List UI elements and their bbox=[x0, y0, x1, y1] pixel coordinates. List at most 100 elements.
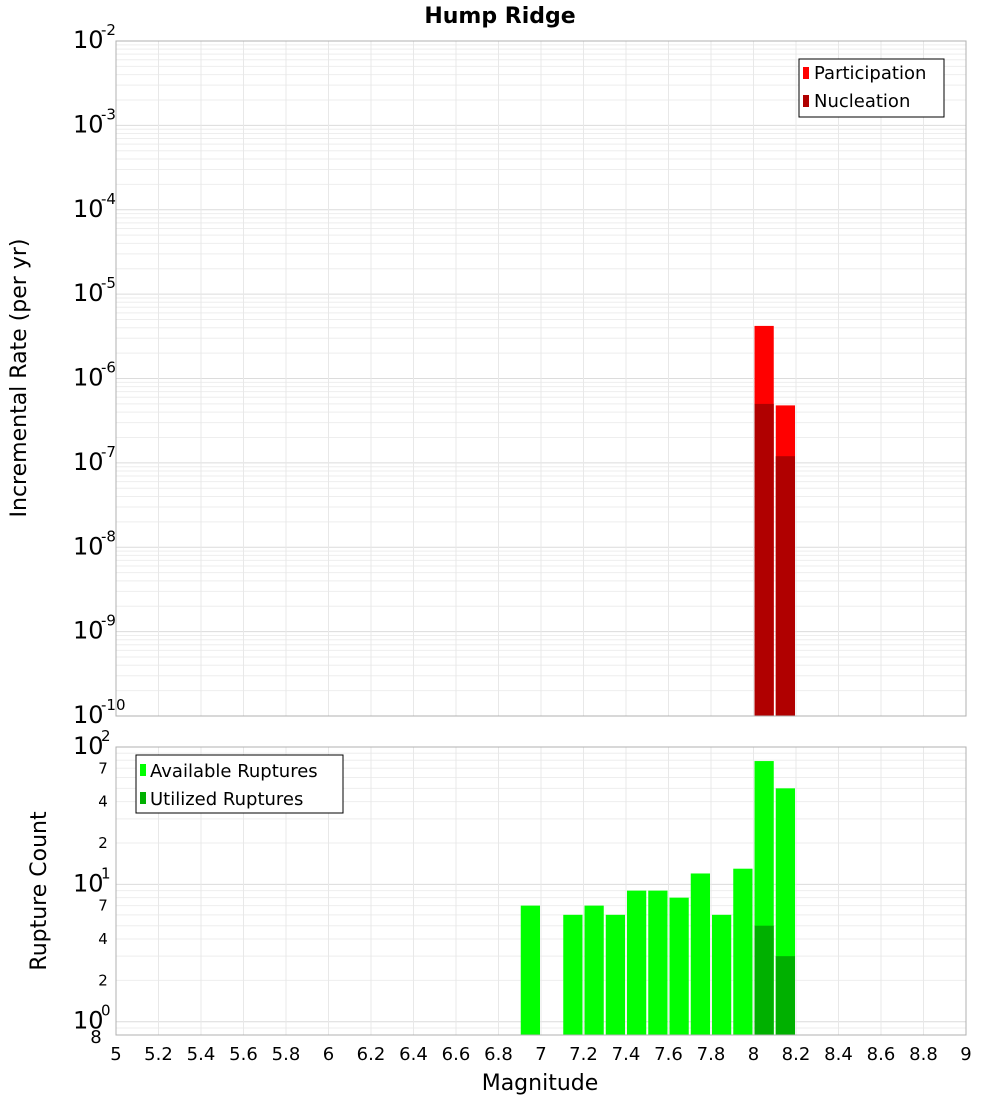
participation-legend-label: Participation bbox=[814, 63, 926, 84]
x-tick-label: 5 bbox=[110, 1044, 121, 1065]
x-tick-label: 6.6 bbox=[442, 1044, 471, 1065]
bottom-bars bbox=[520, 761, 795, 1035]
bottom-y-tick: 100 bbox=[73, 1002, 111, 1035]
x-tick-label: 8.4 bbox=[824, 1044, 853, 1065]
top-legend-box bbox=[798, 58, 945, 118]
top-y-tick: 10-5 bbox=[73, 274, 116, 307]
top-grid bbox=[116, 41, 966, 717]
utilized-legend-label: Utilized Ruptures bbox=[150, 789, 303, 810]
bottom-y-tick-base: 10 bbox=[73, 1007, 104, 1035]
top-y-tick-base: 10 bbox=[73, 195, 104, 223]
available-ruptures-bar bbox=[627, 890, 647, 1035]
top-y-tick-exponent: -4 bbox=[101, 190, 116, 208]
available-legend-label: Available Ruptures bbox=[150, 761, 318, 782]
top-y-tick-base: 10 bbox=[73, 701, 104, 729]
top-y-tick: 10-6 bbox=[73, 359, 116, 392]
x-tick-label: 8 bbox=[748, 1044, 759, 1065]
bottom-y-tick: 102 bbox=[73, 727, 111, 760]
x-ticks: 5 5.2 5.4 5.6 5.8 6 6.2 6.4 6.6 6.8 7 7.2 7.4 7.6 7.8 8… bbox=[110, 1044, 971, 1065]
bottom-y-tick-exponent: 2 bbox=[101, 727, 111, 745]
x-tick-label: 7.8 bbox=[697, 1044, 726, 1065]
top-y-tick-base: 10 bbox=[73, 448, 104, 476]
available-ruptures-bar bbox=[563, 914, 583, 1035]
top-y-tick-exponent: -9 bbox=[101, 612, 116, 630]
x-tick-label: 5.4 bbox=[187, 1044, 216, 1065]
top-y-tick: 10-10 bbox=[73, 696, 126, 729]
x-tick-label: 8.2 bbox=[782, 1044, 811, 1065]
available-ruptures-bar bbox=[520, 905, 540, 1035]
top-y-tick-exponent: -5 bbox=[101, 274, 116, 292]
bottom-y-tick-exponent: 1 bbox=[101, 864, 111, 882]
top-y-tick-base: 10 bbox=[73, 279, 104, 307]
participation-legend-swatch bbox=[803, 67, 809, 79]
nucleation-bar bbox=[775, 456, 795, 716]
top-y-tick-base: 10 bbox=[73, 110, 104, 138]
utilized-ruptures-bar bbox=[775, 956, 795, 1035]
x-tick-label: 8.8 bbox=[909, 1044, 938, 1065]
utilized-ruptures-bar bbox=[754, 925, 774, 1035]
x-tick-label: 7 bbox=[535, 1044, 546, 1065]
top-y-tick-base: 10 bbox=[73, 617, 104, 645]
bottom-y-minor-tick: 4 bbox=[98, 930, 108, 948]
x-tick-label: 8.6 bbox=[867, 1044, 896, 1065]
top-y-tick: 10-3 bbox=[73, 105, 116, 138]
bottom-y-minor-tick: 2 bbox=[98, 971, 108, 989]
bottom-y-tick-base: 10 bbox=[73, 869, 104, 897]
available-ruptures-bar bbox=[648, 890, 668, 1035]
top-y-tick-base: 10 bbox=[73, 364, 104, 392]
top-y-tick-exponent: -8 bbox=[101, 527, 116, 545]
top-y-tick-exponent: -3 bbox=[101, 105, 116, 123]
top-y-tick-exponent: -10 bbox=[101, 696, 126, 714]
top-bars bbox=[754, 325, 795, 716]
utilized-legend-swatch bbox=[140, 792, 146, 804]
x-tick-label: 5.8 bbox=[272, 1044, 301, 1065]
top-y-tick: 10-8 bbox=[73, 527, 116, 560]
x-tick-label: 7.2 bbox=[569, 1044, 598, 1065]
available-ruptures-bar bbox=[712, 914, 732, 1035]
top-y-tick: 10-9 bbox=[73, 612, 116, 645]
x-tick-label: 6.8 bbox=[484, 1044, 513, 1065]
x-tick-label: 6.4 bbox=[399, 1044, 428, 1065]
bottom-legend-box bbox=[135, 754, 344, 814]
bottom-y-tick: 101 bbox=[73, 864, 111, 897]
top-y-tick: 10-4 bbox=[73, 190, 116, 223]
bottom-y-tick-base: 10 bbox=[73, 732, 104, 760]
top-y-tick-base: 10 bbox=[73, 532, 104, 560]
nucleation-bar bbox=[754, 403, 774, 716]
top-legend: Participation Nucleation bbox=[798, 58, 945, 118]
available-ruptures-bar bbox=[733, 868, 753, 1035]
top-y-tick-exponent: -2 bbox=[101, 21, 116, 39]
bottom-y-minor-tick: 4 bbox=[98, 793, 108, 811]
available-ruptures-bar bbox=[605, 914, 625, 1035]
x-tick-label: 9 bbox=[960, 1044, 971, 1065]
top-y-tick-base: 10 bbox=[73, 26, 104, 54]
chart-title: Hump Ridge bbox=[424, 4, 575, 29]
bottom-y-tick-exponent: 0 bbox=[101, 1002, 111, 1020]
x-tick-label: 6 bbox=[323, 1044, 334, 1065]
x-axis-label: Magnitude bbox=[482, 1071, 599, 1096]
bottom-y-minor-tick: 8 bbox=[90, 1027, 101, 1048]
x-tick-label: 5.2 bbox=[144, 1044, 173, 1065]
top-y-axis-label: Incremental Rate (per yr) bbox=[7, 239, 32, 518]
top-y-tick: 10-2 bbox=[73, 21, 116, 54]
x-tick-label: 6.2 bbox=[357, 1044, 386, 1065]
top-y-tick: 10-7 bbox=[73, 443, 116, 476]
available-ruptures-bar bbox=[584, 905, 604, 1035]
top-plot-border bbox=[115, 40, 967, 717]
x-tick-label: 7.6 bbox=[654, 1044, 683, 1065]
bottom-y-axis-label: Rupture Count bbox=[27, 811, 52, 971]
bottom-legend: Available Ruptures Utilized Ruptures bbox=[135, 754, 344, 814]
available-ruptures-bar bbox=[690, 873, 710, 1035]
nucleation-legend-label: Nucleation bbox=[814, 91, 910, 112]
top-y-tick-exponent: -7 bbox=[101, 443, 116, 461]
top-y-tick-exponent: -6 bbox=[101, 359, 116, 377]
available-ruptures-bar bbox=[669, 897, 689, 1035]
bottom-y-minor-tick: 7 bbox=[98, 759, 108, 777]
available-legend-swatch bbox=[140, 764, 146, 776]
x-tick-label: 7.4 bbox=[612, 1044, 641, 1065]
x-tick-label: 5.6 bbox=[229, 1044, 258, 1065]
